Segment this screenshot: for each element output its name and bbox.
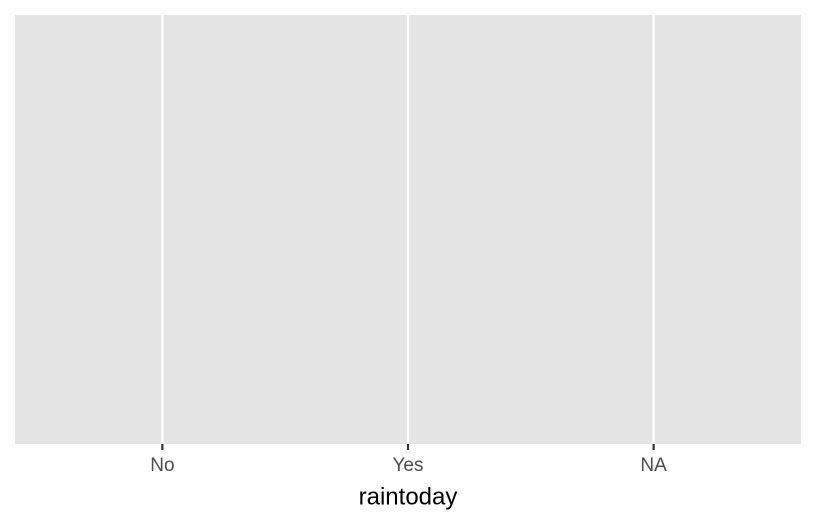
x-axis-title: raintoday	[359, 483, 458, 510]
x-tick-label: NA	[640, 455, 667, 476]
x-tick-label: Yes	[393, 455, 424, 476]
x-tick-label: No	[150, 455, 174, 476]
